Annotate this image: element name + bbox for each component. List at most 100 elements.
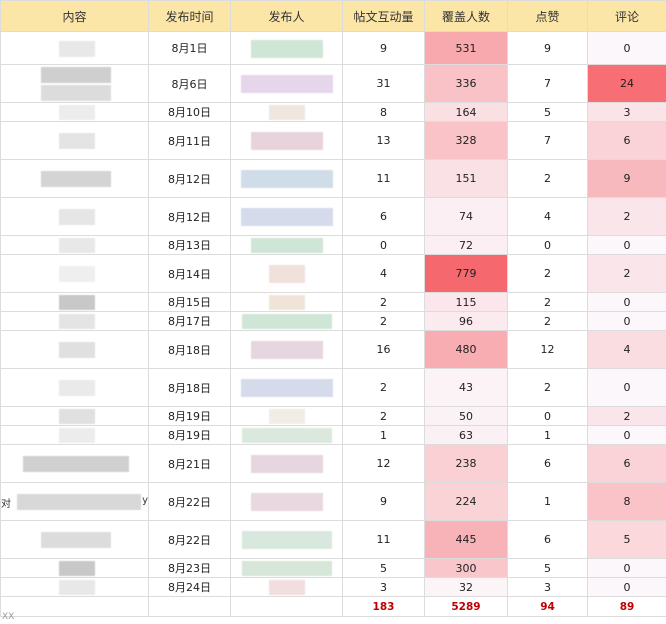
blurred-publisher-avatar [242, 428, 332, 443]
content-cell [0, 406, 149, 426]
table-row[interactable]: 8月15日 2 115 2 0 [0, 292, 666, 312]
header-row: 内容 发布时间 发布人 帖文互动量 覆盖人数 点赞 评论 [0, 0, 666, 32]
publisher-cell [230, 197, 343, 236]
blurred-publisher-avatar [242, 561, 332, 576]
publish-date: 8月12日 [148, 159, 231, 198]
reach-cell: 74 [424, 197, 508, 236]
table-row[interactable]: 8月14日 4 779 2 2 [0, 254, 666, 293]
table-row[interactable]: 8月19日 1 63 1 0 [0, 425, 666, 445]
comments-cell: 0 [587, 558, 666, 578]
table-row[interactable]: 8月12日 11 151 2 9 [0, 159, 666, 198]
publisher-cell [230, 102, 343, 122]
header-publisher[interactable]: 发布人 [230, 0, 343, 32]
likes-cell: 12 [507, 330, 588, 369]
table-row[interactable]: 8月12日 6 74 4 2 [0, 197, 666, 236]
total-likes: 94 [507, 596, 588, 617]
publish-date: 8月11日 [148, 121, 231, 160]
publish-date: 8月6日 [148, 64, 231, 103]
publish-date: 8月12日 [148, 197, 231, 236]
publisher-cell [230, 235, 343, 255]
content-cell [0, 558, 149, 578]
publish-date: 8月19日 [148, 406, 231, 426]
publisher-cell [230, 406, 343, 426]
reach-cell: 300 [424, 558, 508, 578]
content-cell [0, 31, 149, 65]
likes-cell: 0 [507, 406, 588, 426]
interactions-cell: 2 [342, 368, 425, 407]
reach-cell: 238 [424, 444, 508, 483]
publish-date: 8月1日 [148, 31, 231, 65]
publisher-cell [230, 368, 343, 407]
table-row[interactable]: 8月22日 11 445 6 5 [0, 520, 666, 559]
header-likes[interactable]: 点赞 [507, 0, 588, 32]
blurred-content-image [59, 579, 95, 595]
blurred-publisher-avatar [242, 314, 332, 329]
publish-date: 8月22日 [148, 520, 231, 559]
empty-cell [230, 596, 343, 617]
content-cell [0, 102, 149, 122]
header-content[interactable]: 内容 [0, 0, 149, 32]
blurred-content-image [23, 456, 129, 472]
comments-cell: 24 [587, 64, 666, 103]
blurred-content-image [59, 133, 95, 149]
blurred-content-image [59, 209, 95, 225]
table-row[interactable]: 8月21日 12 238 6 6 [0, 444, 666, 483]
likes-cell: 2 [507, 254, 588, 293]
total-reach: 5289 [424, 596, 508, 617]
blurred-publisher-avatar [251, 455, 323, 473]
blurred-content-image [41, 67, 111, 83]
likes-cell: 7 [507, 64, 588, 103]
publisher-cell [230, 425, 343, 445]
blurred-content-image [17, 494, 141, 510]
publisher-cell [230, 159, 343, 198]
interactions-cell: 11 [342, 159, 425, 198]
publish-date: 8月19日 [148, 425, 231, 445]
publisher-cell [230, 577, 343, 597]
table-row[interactable]: 8月11日 13 328 7 6 [0, 121, 666, 160]
comments-cell: 2 [587, 197, 666, 236]
reach-cell: 531 [424, 31, 508, 65]
blurred-content-image [59, 40, 95, 57]
table-row[interactable]: 8月24日 3 32 3 0 [0, 577, 666, 597]
header-interactions[interactable]: 帖文互动量 [342, 0, 425, 32]
publish-date: 8月18日 [148, 368, 231, 407]
blurred-publisher-avatar [251, 132, 323, 150]
publish-date: 8月22日 [148, 482, 231, 521]
content-cell [0, 520, 149, 559]
table-row[interactable]: 8月17日 2 96 2 0 [0, 311, 666, 331]
header-reach[interactable]: 覆盖人数 [424, 0, 508, 32]
table-row[interactable]: 8月18日 2 43 2 0 [0, 368, 666, 407]
table-row[interactable]: 8月13日 0 72 0 0 [0, 235, 666, 255]
blurred-content-image [59, 408, 95, 424]
header-comments[interactable]: 评论 [587, 0, 666, 32]
header-publish-time[interactable]: 发布时间 [148, 0, 231, 32]
blurred-content-image [41, 532, 111, 548]
table-row[interactable]: 对 y 8月22日 9 224 1 8 [0, 482, 666, 521]
likes-cell: 2 [507, 292, 588, 312]
publisher-cell [230, 520, 343, 559]
table-row[interactable]: 8月19日 2 50 0 2 [0, 406, 666, 426]
likes-cell: 6 [507, 444, 588, 483]
table-row[interactable]: 8月1日 9 531 9 0 [0, 31, 666, 65]
blurred-content-image [41, 171, 111, 187]
reach-cell: 779 [424, 254, 508, 293]
blurred-content-image [59, 313, 95, 329]
table-row[interactable]: 8月6日 31 336 7 24 [0, 64, 666, 103]
reach-cell: 63 [424, 425, 508, 445]
blurred-content-image [59, 427, 95, 443]
content-cell [0, 197, 149, 236]
table-row[interactable]: 8月23日 5 300 5 0 [0, 558, 666, 578]
interactions-cell: 5 [342, 558, 425, 578]
reach-cell: 151 [424, 159, 508, 198]
table-row[interactable]: 8月18日 16 480 12 4 [0, 330, 666, 369]
publisher-cell [230, 64, 343, 103]
publish-date: 8月21日 [148, 444, 231, 483]
blurred-publisher-avatar [269, 409, 305, 424]
total-interactions: 183 [342, 596, 425, 617]
reach-cell: 480 [424, 330, 508, 369]
comments-cell: 0 [587, 577, 666, 597]
table-row[interactable]: 8月10日 8 164 5 3 [0, 102, 666, 122]
comments-cell: 8 [587, 482, 666, 521]
blurred-publisher-avatar [241, 379, 333, 397]
